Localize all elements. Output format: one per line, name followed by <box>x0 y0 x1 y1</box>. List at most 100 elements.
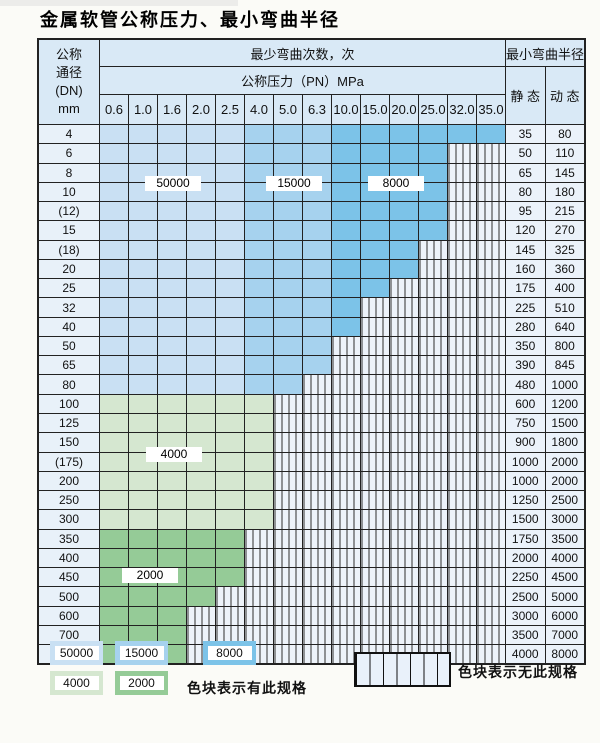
scan-artifact <box>0 0 238 6</box>
cell-available <box>157 258 187 280</box>
cell-unavailable <box>331 374 361 395</box>
cell-available <box>186 220 216 241</box>
cell-unavailable <box>360 547 390 569</box>
cell-unavailable <box>331 547 361 569</box>
cell-available <box>389 123 419 145</box>
cell-available <box>273 143 303 164</box>
cell-available <box>186 335 216 357</box>
static-header: 静 态 <box>505 66 546 125</box>
cell-available <box>99 239 129 260</box>
cell-unavailable <box>476 143 506 164</box>
cell-unavailable <box>186 605 216 626</box>
dynamic-value: 8000 <box>544 644 586 665</box>
dynamic-value: 325 <box>544 239 586 260</box>
cell-available <box>99 258 129 280</box>
cell-unavailable <box>273 586 303 607</box>
cell-available <box>99 123 129 145</box>
cell-available <box>389 201 419 222</box>
cell-unavailable <box>476 509 506 530</box>
dynamic-value: 800 <box>544 335 586 357</box>
static-value: 2500 <box>505 586 546 607</box>
cell-available <box>244 490 274 511</box>
cell-available <box>157 201 187 222</box>
dynamic-value: 215 <box>544 201 586 222</box>
cell-available <box>215 258 245 280</box>
cell-available <box>186 123 216 145</box>
cell-available <box>244 316 274 337</box>
cell-available <box>244 432 274 453</box>
cell-available <box>157 220 187 241</box>
cell-unavailable <box>302 547 332 569</box>
static-value: 390 <box>505 355 546 376</box>
cell-unavailable <box>447 297 477 318</box>
cell-available <box>128 470 158 492</box>
cell-unavailable <box>476 470 506 492</box>
cell-unavailable <box>244 567 274 588</box>
dn-cell: 450 <box>37 567 100 588</box>
cell-available <box>244 297 274 318</box>
cell-unavailable <box>418 374 448 395</box>
cell-unavailable <box>302 605 332 626</box>
cell-available <box>244 278 274 299</box>
cell-unavailable <box>476 220 506 241</box>
cell-available <box>128 509 158 530</box>
cycle-count-label: 50000 <box>145 176 201 191</box>
static-value: 95 <box>505 201 546 222</box>
cell-unavailable <box>447 355 477 376</box>
cell-unavailable <box>360 586 390 607</box>
dn-cell: 125 <box>37 412 100 434</box>
pressure-value-header: 1.6 <box>157 94 187 125</box>
legend-swatch-label: 8000 <box>207 646 252 660</box>
cell-unavailable <box>389 278 419 299</box>
static-value: 160 <box>505 258 546 280</box>
cell-available <box>331 258 361 280</box>
cell-available <box>128 393 158 414</box>
cell-unavailable <box>447 528 477 549</box>
cell-unavailable <box>447 239 477 260</box>
table-row: 700 3500 7000 <box>37 624 586 646</box>
cell-available <box>128 123 158 145</box>
static-value: 3000 <box>505 605 546 626</box>
cell-unavailable <box>331 605 361 626</box>
cell-unavailable <box>389 624 419 646</box>
cell-available <box>128 201 158 222</box>
cell-unavailable <box>418 432 448 453</box>
static-value: 3500 <box>505 624 546 646</box>
cell-unavailable <box>476 605 506 626</box>
cell-unavailable <box>447 374 477 395</box>
cell-unavailable <box>447 470 477 492</box>
cell-unavailable <box>331 624 361 646</box>
cell-unavailable <box>447 412 477 434</box>
cell-unavailable <box>360 490 390 511</box>
cell-unavailable <box>447 432 477 453</box>
cell-unavailable <box>302 432 332 453</box>
cell-available <box>186 239 216 260</box>
cell-unavailable <box>273 528 303 549</box>
cell-available <box>302 316 332 337</box>
cell-available <box>302 143 332 164</box>
table-body: 4 35 80 6 50 110 8 65 145 10 80 180 (12) 95 215 15 120 27… <box>37 123 586 665</box>
legend-unavailable-text: 色块表示无此规格 <box>458 664 578 680</box>
cell-unavailable <box>447 509 477 530</box>
cell-unavailable <box>244 528 274 549</box>
cell-unavailable <box>389 335 419 357</box>
cell-available <box>99 278 129 299</box>
cell-unavailable <box>447 201 477 222</box>
table-row: 500 2500 5000 <box>37 586 586 607</box>
cell-available <box>273 297 303 318</box>
cell-available <box>215 143 245 164</box>
legend-swatch: 50000 <box>50 641 103 665</box>
table-header: 公称 通径 (DN) mm 最少弯曲次数，次 最小弯曲半径 公称压力（PN）MPa 静 态动 … <box>37 38 586 125</box>
table-row: 600 3000 6000 <box>37 605 586 626</box>
cell-unavailable <box>273 432 303 453</box>
cell-unavailable <box>389 412 419 434</box>
dn-cell: 150 <box>37 432 100 453</box>
table-row: 150 900 1800 <box>37 432 586 453</box>
static-value: 225 <box>505 297 546 318</box>
cell-unavailable <box>418 335 448 357</box>
cell-available <box>302 258 332 280</box>
cell-unavailable <box>360 412 390 434</box>
table-row: 250 1250 2500 <box>37 490 586 511</box>
table-row: (12) 95 215 <box>37 201 586 222</box>
cell-available <box>215 278 245 299</box>
